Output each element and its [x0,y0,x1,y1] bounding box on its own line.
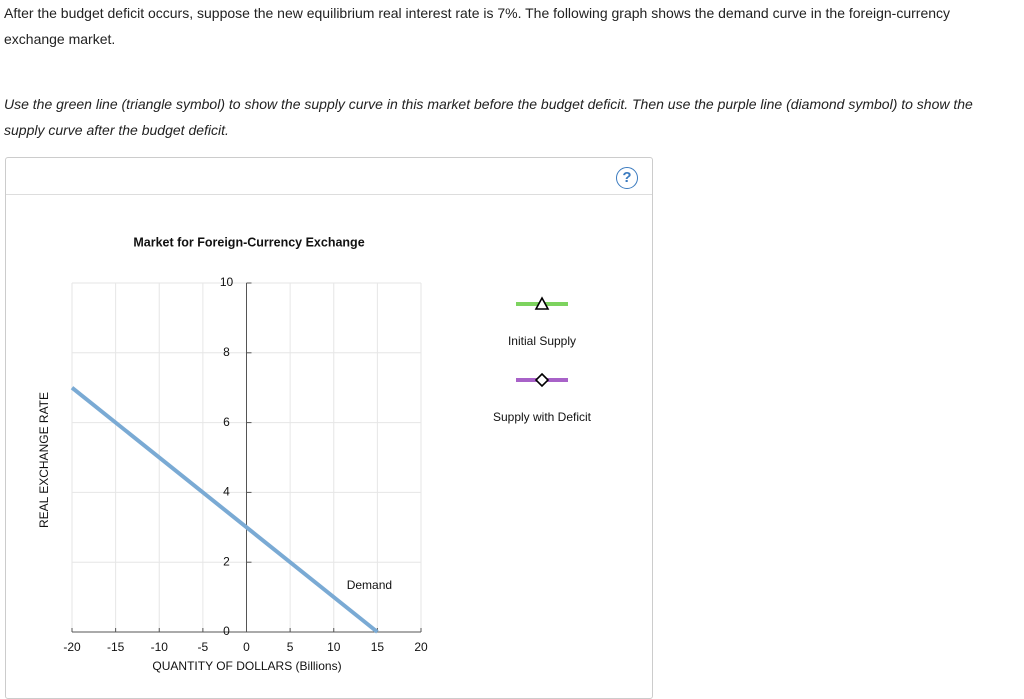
body: {"intro": "After the budget deficit occu… [4,5,973,699]
demand-line [70,386,379,634]
x-tick-label: -15 [107,640,125,654]
intro-text: After the budget deficit occurs, suppose… [4,5,951,47]
chart-title: Market for Foreign-Currency Exchange [133,235,364,249]
x-tick-label: 20 [414,640,428,654]
x-tick-label: -5 [198,640,209,654]
y-axis-title: REAL EXCHANGE RATE [37,392,51,528]
y-tick-label: 8 [223,345,230,359]
page: html, body { margin: 0; width: 1024px; h… [4,5,973,699]
y-tick-label: 0 [223,624,230,638]
x-tick-label: 0 [243,640,250,654]
tool-diamond[interactable] [534,372,550,388]
x-tick-label: 10 [327,640,341,654]
x-tick-label: 5 [287,640,294,654]
y-tick-label: 6 [223,415,230,429]
chart: Market for Foreign-Currency Exchange QUA… [37,235,592,673]
y-tick-label: 4 [223,485,230,499]
y-tick-label: 10 [220,275,234,289]
tool-triangle[interactable] [534,296,550,310]
x-tick-label: 15 [371,640,385,654]
tool-label[interactable]: Supply with Deficit [493,410,592,424]
x-tick-label: -20 [63,640,81,654]
instructions: Use the green line (triangle symbol) to … [4,96,973,138]
series-label: Demand [347,578,392,592]
y-tick-label: 2 [223,554,230,568]
tool-label[interactable]: Initial Supply [508,334,576,348]
x-axis-title: QUANTITY OF DOLLARS (Billions) [152,659,341,673]
panel-header-rule [6,194,652,195]
x-tick-label: -10 [151,640,169,654]
help-button[interactable]: ? [616,167,638,189]
